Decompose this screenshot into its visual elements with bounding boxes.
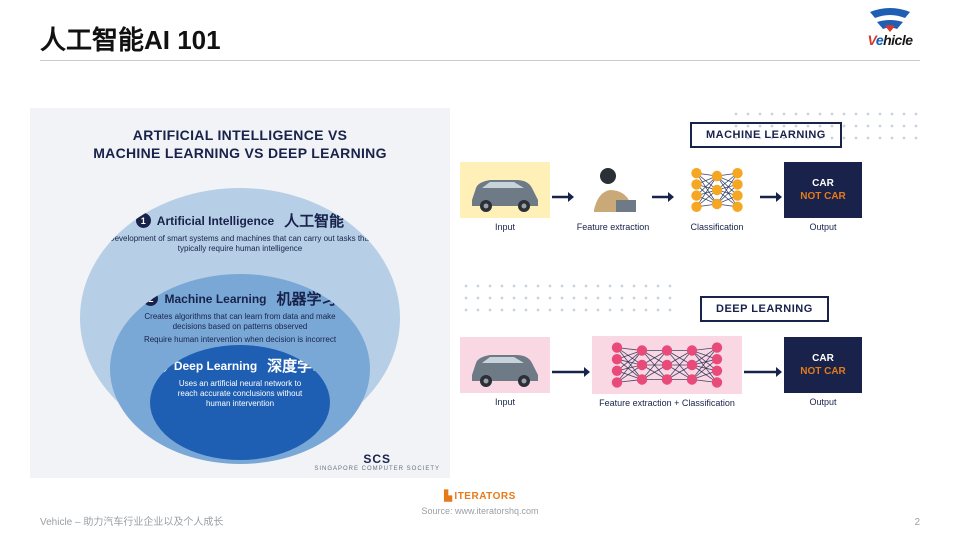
page-title: 人工智能AI 101 [40, 20, 920, 57]
circle-dl: 3 Deep Learning 深度学习 Uses an artificial … [150, 345, 330, 460]
output-card: CAR NOT CAR [784, 162, 862, 218]
arrow-icon [550, 365, 592, 379]
arrow-icon [742, 365, 784, 379]
arrow-icon [650, 190, 676, 204]
attribution: SCS SINGAPORE COMPUTER SOCIETY [314, 452, 440, 472]
arrow-icon [550, 190, 576, 204]
venn-panel: ARTIFICIAL INTELLIGENCE VS MACHINE LEARN… [30, 108, 450, 478]
brand-name: Vehicle [850, 32, 930, 48]
ml-row: Input Feature extraction Classification … [460, 162, 930, 232]
car-icon [460, 337, 550, 393]
page-number: 2 [914, 517, 920, 528]
slide: 人工智能AI 101 Vehicle ARTIFICIAL INTELLIGEN… [0, 0, 960, 538]
brand-logo: Vehicle [850, 8, 930, 48]
pipelines-panel: MACHINE LEARNING Input Feature extractio… [470, 108, 930, 478]
car-icon [460, 162, 550, 218]
header: 人工智能AI 101 [40, 20, 920, 57]
brand-shield-icon [865, 8, 915, 32]
ml-input: Input [460, 162, 550, 232]
output-card: CAR NOT CAR [784, 337, 862, 393]
footer: Vehicle – 助力汽车行业企业以及个人成长 2 [40, 513, 920, 528]
ml-output: CAR NOT CAR Output [784, 162, 862, 232]
dl-title: DEEP LEARNING [700, 296, 829, 322]
dl-input: Input [460, 337, 550, 407]
dl-title-wrap: DEEP LEARNING [700, 296, 829, 322]
divider [40, 60, 920, 61]
nested-circles: 1 Artificial Intelligence 人工智能 Developme… [80, 188, 400, 468]
dl-row: Input Feature extraction + Classificatio… [460, 336, 930, 408]
ml-feature: Feature extraction [576, 162, 650, 232]
arrow-icon [758, 190, 784, 204]
ml-classify: Classification [676, 162, 758, 232]
footer-tagline: Vehicle – 助力汽车行业企业以及个人成长 [40, 513, 223, 528]
iterators-label: ▙ITERATORS [444, 491, 516, 502]
ml-title: MACHINE LEARNING [690, 122, 842, 148]
dots-decor-mid [460, 280, 680, 318]
dl-output: CAR NOT CAR Output [784, 337, 862, 407]
ml-title-wrap: MACHINE LEARNING [690, 122, 842, 148]
feature-extraction-icon [576, 162, 650, 218]
venn-heading: ARTIFICIAL INTELLIGENCE VS MACHINE LEARN… [30, 126, 450, 162]
neural-net-icon [676, 162, 758, 218]
neural-net-icon [592, 336, 742, 394]
dl-net: Feature extraction + Classification [592, 336, 742, 408]
